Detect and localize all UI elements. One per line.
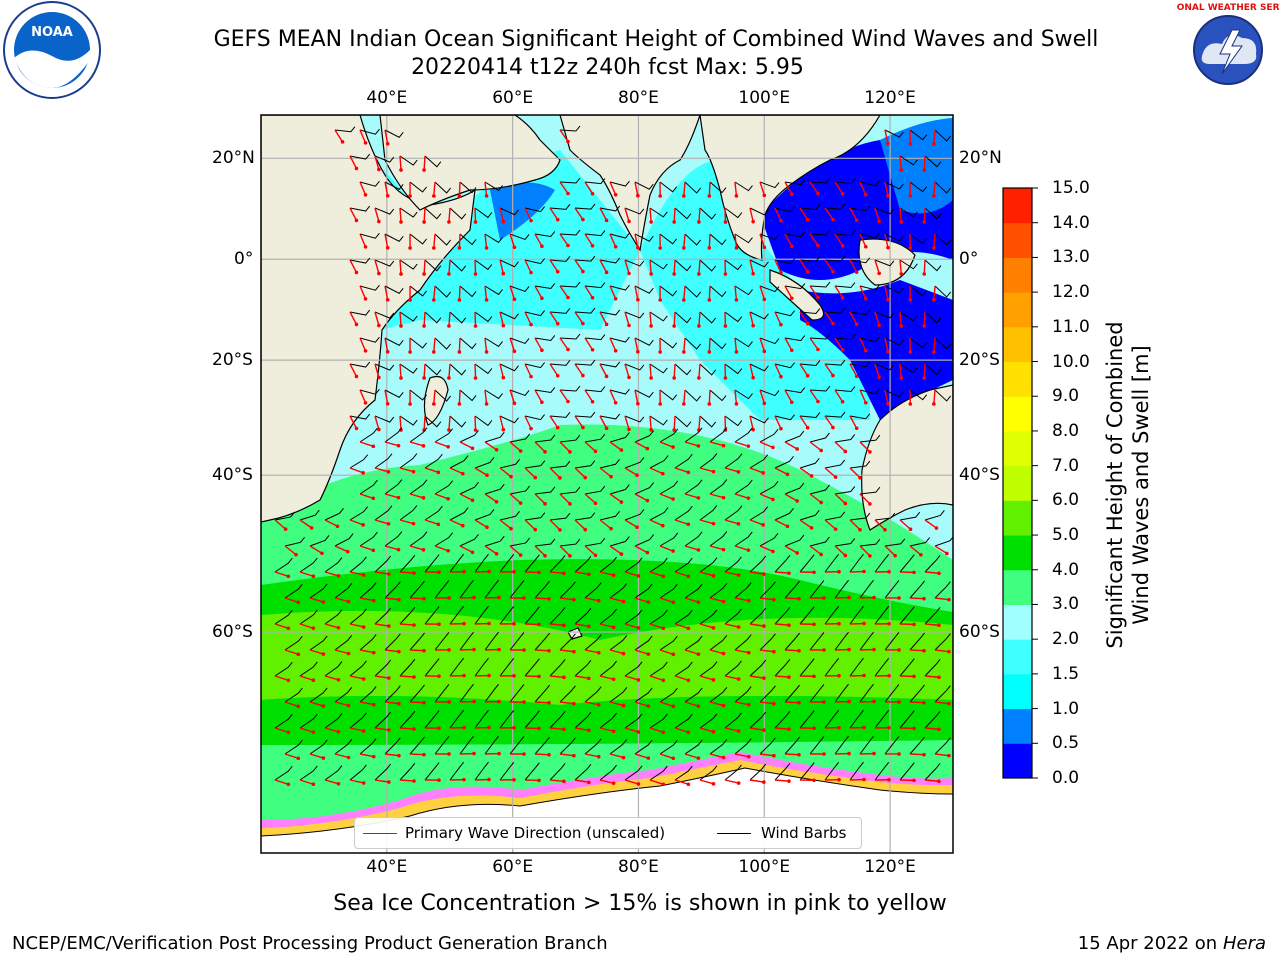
wave-direction-legend-label: Primary Wave Direction (unscaled)	[405, 824, 665, 842]
colorbar-bin-14	[1003, 257, 1032, 292]
colorbar-tick-16: 14.0	[1052, 213, 1090, 233]
producer-credit: NCEP/EMC/Verification Post Processing Pr…	[12, 933, 608, 954]
colorbar-bin-13	[1003, 292, 1032, 327]
lon-label-top-2: 80°E	[618, 88, 659, 108]
colorbar-tick-1: 0.5	[1052, 733, 1079, 753]
colorbar-bin-5	[1003, 570, 1032, 605]
colorbar-bin-11	[1003, 362, 1032, 397]
lat-label-right-4: 60°S	[959, 622, 1000, 642]
lat-label-left-1: 0°	[234, 249, 253, 269]
colorbar-bin-3	[1003, 639, 1032, 674]
lon-label-bottom-0: 40°E	[366, 857, 407, 877]
lon-label-bottom-2: 80°E	[618, 857, 659, 877]
colorbar-bin-8	[1003, 466, 1032, 501]
lon-label-bottom-1: 60°E	[492, 857, 533, 877]
colorbar-bin-6	[1003, 535, 1032, 570]
colorbar-tick-0: 0.0	[1052, 768, 1079, 788]
wind-barbs-legend-line	[717, 833, 751, 834]
sea-ice-footnote: Sea Ice Concentration > 15% is shown in …	[0, 891, 1280, 916]
colorbar-label-line1: Significant Height of Combined	[1102, 321, 1128, 648]
lon-label-bottom-3: 100°E	[738, 857, 790, 877]
map-plot	[0, 0, 1280, 960]
lat-label-right-0: 20°N	[959, 148, 1002, 168]
colorbar-bin-9	[1003, 431, 1032, 466]
wind-barbs-legend-label: Wind Barbs	[761, 824, 846, 842]
colorbar-label: Significant Height of Combined Wind Wave…	[1102, 321, 1154, 648]
colorbar-tick-11: 9.0	[1052, 386, 1079, 406]
colorbar-tick-2: 1.0	[1052, 699, 1079, 719]
run-date-text: 15 Apr 2022 on	[1078, 933, 1223, 954]
colorbar-tick-10: 8.0	[1052, 421, 1079, 441]
colorbar-bin-1	[1003, 709, 1032, 744]
lat-label-left-0: 20°N	[212, 148, 255, 168]
colorbar-bin-10	[1003, 396, 1032, 431]
colorbar-tick-7: 5.0	[1052, 525, 1079, 545]
lon-label-bottom-4: 120°E	[864, 857, 916, 877]
colorbar-tick-15: 13.0	[1052, 247, 1090, 267]
lon-label-top-4: 120°E	[864, 88, 916, 108]
colorbar-tick-4: 2.0	[1052, 629, 1079, 649]
colorbar-tick-12: 10.0	[1052, 352, 1090, 372]
colorbar-bin-2	[1003, 674, 1032, 709]
run-date-credit: 15 Apr 2022 on Hera	[1078, 933, 1266, 954]
colorbar-bin-12	[1003, 327, 1032, 362]
colorbar-bin-0	[1003, 743, 1032, 778]
lon-label-top-0: 40°E	[366, 88, 407, 108]
colorbar-tick-13: 11.0	[1052, 317, 1090, 337]
lon-label-top-3: 100°E	[738, 88, 790, 108]
colorbar-tick-14: 12.0	[1052, 282, 1090, 302]
wave-direction-legend-line	[363, 833, 397, 834]
colorbar-bin-4	[1003, 604, 1032, 639]
colorbar-label-line2: Wind Waves and Swell [m]	[1128, 321, 1154, 648]
host-name: Hera	[1223, 933, 1266, 954]
colorbar-tick-8: 6.0	[1052, 490, 1079, 510]
colorbar-bin-7	[1003, 500, 1032, 535]
lon-label-top-1: 60°E	[492, 88, 533, 108]
lat-label-right-3: 40°S	[959, 465, 1000, 485]
colorbar-tick-3: 1.5	[1052, 664, 1079, 684]
colorbar-bin-15	[1003, 223, 1032, 258]
lat-label-right-1: 0°	[959, 249, 978, 269]
colorbar	[1000, 185, 1040, 785]
colorbar-tick-6: 4.0	[1052, 560, 1079, 580]
colorbar-tick-17: 15.0	[1052, 178, 1090, 198]
colorbar-tick-5: 3.0	[1052, 594, 1079, 614]
lat-label-left-3: 40°S	[212, 465, 253, 485]
lat-label-right-2: 20°S	[959, 350, 1000, 370]
colorbar-bin-16	[1003, 188, 1032, 223]
colorbar-tick-9: 7.0	[1052, 456, 1079, 476]
lat-label-left-4: 60°S	[212, 622, 253, 642]
lat-label-left-2: 20°S	[212, 350, 253, 370]
map-legend: Primary Wave Direction (unscaled) Wind B…	[354, 817, 862, 849]
